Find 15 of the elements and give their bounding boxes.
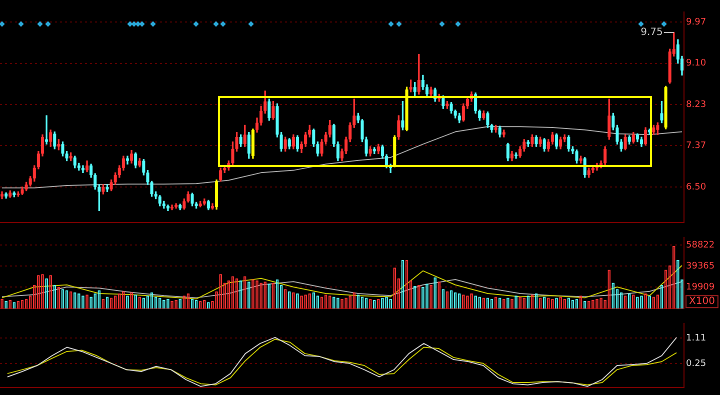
y-tick-label: 19909 <box>686 282 715 292</box>
y-tick-label: 9.10 <box>686 58 706 69</box>
y-tick-label: 8.23 <box>686 100 706 110</box>
candlestick <box>514 152 518 159</box>
y-tick-label: 9.97 <box>686 17 706 28</box>
y-tick-label: 58822 <box>686 240 715 250</box>
y-tick-label: 39365 <box>686 261 715 272</box>
text: X100 <box>689 296 715 308</box>
candlestick <box>126 156 130 164</box>
y-tick-label: 1.11 <box>686 333 706 344</box>
annotation: 9.75 <box>640 27 663 38</box>
y-tick-label: 6.50 <box>686 182 706 192</box>
y-tick-label: 7.37 <box>686 140 706 151</box>
candlestick <box>45 115 48 144</box>
y-tick-label: 0.25 <box>686 359 706 370</box>
